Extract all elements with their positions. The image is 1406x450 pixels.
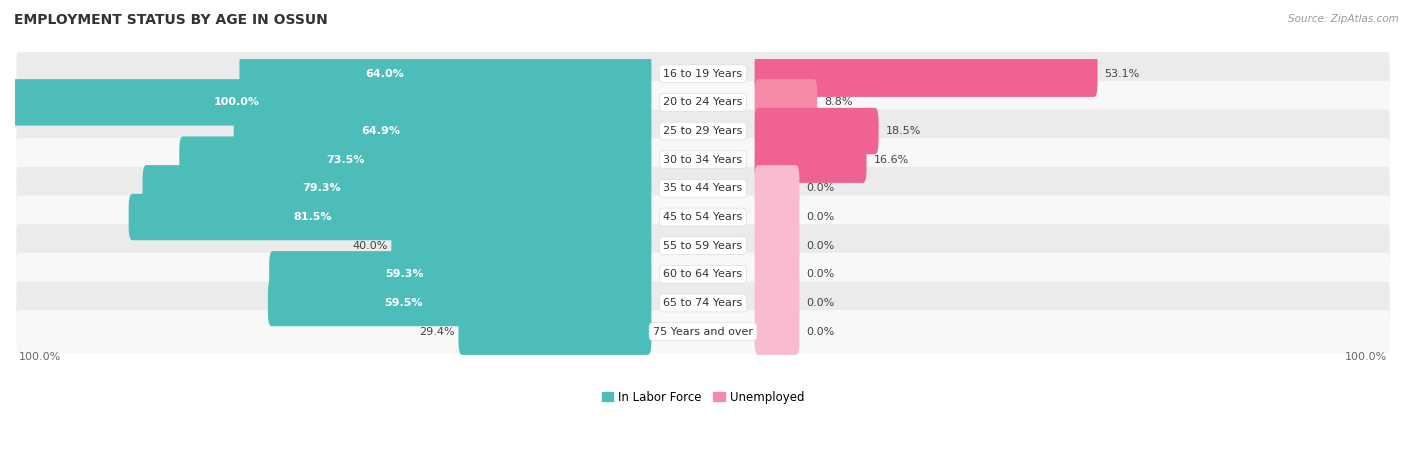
Text: 60 to 64 Years: 60 to 64 Years (664, 270, 742, 279)
FancyBboxPatch shape (755, 194, 800, 240)
Text: EMPLOYMENT STATUS BY AGE IN OSSUN: EMPLOYMENT STATUS BY AGE IN OSSUN (14, 14, 328, 27)
FancyBboxPatch shape (755, 222, 800, 269)
FancyBboxPatch shape (755, 108, 879, 154)
FancyBboxPatch shape (269, 280, 651, 326)
Text: 45 to 54 Years: 45 to 54 Years (664, 212, 742, 222)
FancyBboxPatch shape (17, 81, 1389, 124)
Text: 0.0%: 0.0% (806, 327, 835, 337)
Text: 100.0%: 100.0% (18, 352, 60, 362)
FancyBboxPatch shape (17, 224, 1389, 267)
FancyBboxPatch shape (17, 310, 1389, 353)
Text: 79.3%: 79.3% (302, 183, 342, 194)
FancyBboxPatch shape (17, 138, 1389, 181)
Text: 0.0%: 0.0% (806, 298, 835, 308)
FancyBboxPatch shape (239, 50, 651, 97)
FancyBboxPatch shape (755, 165, 800, 212)
Text: 81.5%: 81.5% (294, 212, 332, 222)
Text: 59.3%: 59.3% (385, 270, 423, 279)
Text: 18.5%: 18.5% (886, 126, 921, 136)
FancyBboxPatch shape (17, 167, 1389, 210)
FancyBboxPatch shape (755, 280, 800, 326)
FancyBboxPatch shape (17, 253, 1389, 296)
Text: 64.0%: 64.0% (366, 69, 404, 79)
FancyBboxPatch shape (17, 109, 1389, 153)
FancyBboxPatch shape (17, 52, 1389, 95)
Text: 20 to 24 Years: 20 to 24 Years (664, 97, 742, 108)
Text: 29.4%: 29.4% (419, 327, 456, 337)
FancyBboxPatch shape (755, 251, 800, 297)
Text: 40.0%: 40.0% (353, 241, 388, 251)
FancyBboxPatch shape (17, 195, 1389, 239)
FancyBboxPatch shape (755, 79, 817, 126)
Text: 0.0%: 0.0% (806, 183, 835, 194)
FancyBboxPatch shape (180, 136, 651, 183)
FancyBboxPatch shape (755, 136, 866, 183)
FancyBboxPatch shape (755, 308, 800, 355)
FancyBboxPatch shape (233, 108, 651, 154)
Legend: In Labor Force, Unemployed: In Labor Force, Unemployed (602, 391, 804, 404)
Text: 65 to 74 Years: 65 to 74 Years (664, 298, 742, 308)
FancyBboxPatch shape (142, 165, 651, 212)
Text: 8.8%: 8.8% (824, 97, 852, 108)
Text: 53.1%: 53.1% (1105, 69, 1140, 79)
FancyBboxPatch shape (391, 222, 651, 269)
Text: 0.0%: 0.0% (806, 212, 835, 222)
FancyBboxPatch shape (17, 282, 1389, 324)
Text: 30 to 34 Years: 30 to 34 Years (664, 155, 742, 165)
Text: 55 to 59 Years: 55 to 59 Years (664, 241, 742, 251)
Text: 0.0%: 0.0% (806, 241, 835, 251)
Text: 35 to 44 Years: 35 to 44 Years (664, 183, 742, 194)
Text: 100.0%: 100.0% (214, 97, 260, 108)
Text: 16 to 19 Years: 16 to 19 Years (664, 69, 742, 79)
FancyBboxPatch shape (11, 79, 651, 126)
FancyBboxPatch shape (269, 251, 651, 297)
Text: 73.5%: 73.5% (326, 155, 364, 165)
Text: 16.6%: 16.6% (873, 155, 908, 165)
Text: Source: ZipAtlas.com: Source: ZipAtlas.com (1288, 14, 1399, 23)
Text: 75 Years and over: 75 Years and over (652, 327, 754, 337)
Text: 100.0%: 100.0% (1346, 352, 1388, 362)
FancyBboxPatch shape (129, 194, 651, 240)
Text: 25 to 29 Years: 25 to 29 Years (664, 126, 742, 136)
Text: 64.9%: 64.9% (361, 126, 401, 136)
Text: 0.0%: 0.0% (806, 270, 835, 279)
FancyBboxPatch shape (458, 308, 651, 355)
Text: 59.5%: 59.5% (384, 298, 422, 308)
FancyBboxPatch shape (755, 50, 1098, 97)
